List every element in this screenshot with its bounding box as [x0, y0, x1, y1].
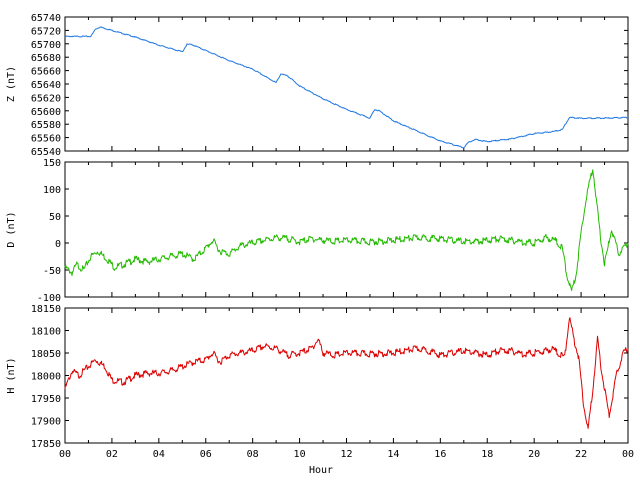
d-y-axis-title: D (nT) — [6, 211, 17, 247]
z-y-tick-label: 65540 — [31, 147, 61, 158]
h-y-tick-label: 17850 — [31, 439, 61, 450]
x-tick-label: 16 — [434, 449, 446, 460]
z-series-line — [64, 26, 629, 149]
d-y-tick-label: 50 — [49, 212, 61, 223]
x-tick-label: 02 — [106, 449, 118, 460]
x-tick-label: 18 — [481, 449, 493, 460]
d-series-line — [64, 169, 629, 291]
x-tick-label: 10 — [294, 449, 306, 460]
h-y-tick-label: 17900 — [31, 417, 61, 428]
z-y-tick-label: 65740 — [31, 13, 61, 24]
h-y-tick-label: 18100 — [31, 327, 61, 338]
x-tick-label: 20 — [528, 449, 540, 460]
z-plot-frame — [64, 16, 629, 152]
z-y-tick-label: 65580 — [31, 120, 61, 131]
x-tick-label: 00 — [59, 449, 71, 460]
x-tick-label: 08 — [247, 449, 259, 460]
x-tick-label: 06 — [200, 449, 212, 460]
z-y-tick-label: 65600 — [31, 107, 61, 118]
d-y-tick-label: -50 — [43, 266, 61, 277]
h-y-tick-label: 17950 — [31, 394, 61, 405]
z-y-axis-title: Z (nT) — [6, 66, 17, 102]
h-y-axis-title: H (nT) — [6, 357, 17, 393]
z-y-tick-label: 65660 — [31, 67, 61, 78]
d-component-panel: -100 -50 0 50 100 150 D (nT) — [6, 158, 629, 304]
z-y-tick-label: 65640 — [31, 80, 61, 91]
x-tick-label: 04 — [153, 449, 165, 460]
h-series-line — [64, 317, 629, 429]
d-y-tick-label: -100 — [37, 293, 61, 304]
z-y-tick-label: 65680 — [31, 53, 61, 64]
x-tick-label: 22 — [575, 449, 587, 460]
z-y-tick-label: 65720 — [31, 26, 61, 37]
h-y-tick-label: 18000 — [31, 372, 61, 383]
h-component-panel: 17850 17900 17950 18000 18050 18100 18150 00 02 0… — [6, 304, 634, 460]
x-axis-title: Hour — [309, 465, 333, 476]
x-tick-label: 12 — [340, 449, 352, 460]
z-y-tick-label: 65700 — [31, 40, 61, 51]
x-tick-label: 14 — [387, 449, 399, 460]
d-y-tick-label: 0 — [55, 239, 61, 250]
d-plot-frame — [64, 161, 629, 298]
d-y-tick-label: 150 — [43, 158, 61, 169]
z-component-panel: 65540 65560 65580 65600 65620 65640 65660 65680… — [6, 13, 629, 158]
h-y-tick-label: 18050 — [31, 349, 61, 360]
x-tick-label: 00 — [622, 449, 634, 460]
d-y-tick-label: 100 — [43, 185, 61, 196]
z-y-tick-label: 65620 — [31, 93, 61, 104]
h-y-tick-label: 18150 — [31, 304, 61, 315]
z-y-tick-label: 65560 — [31, 134, 61, 145]
